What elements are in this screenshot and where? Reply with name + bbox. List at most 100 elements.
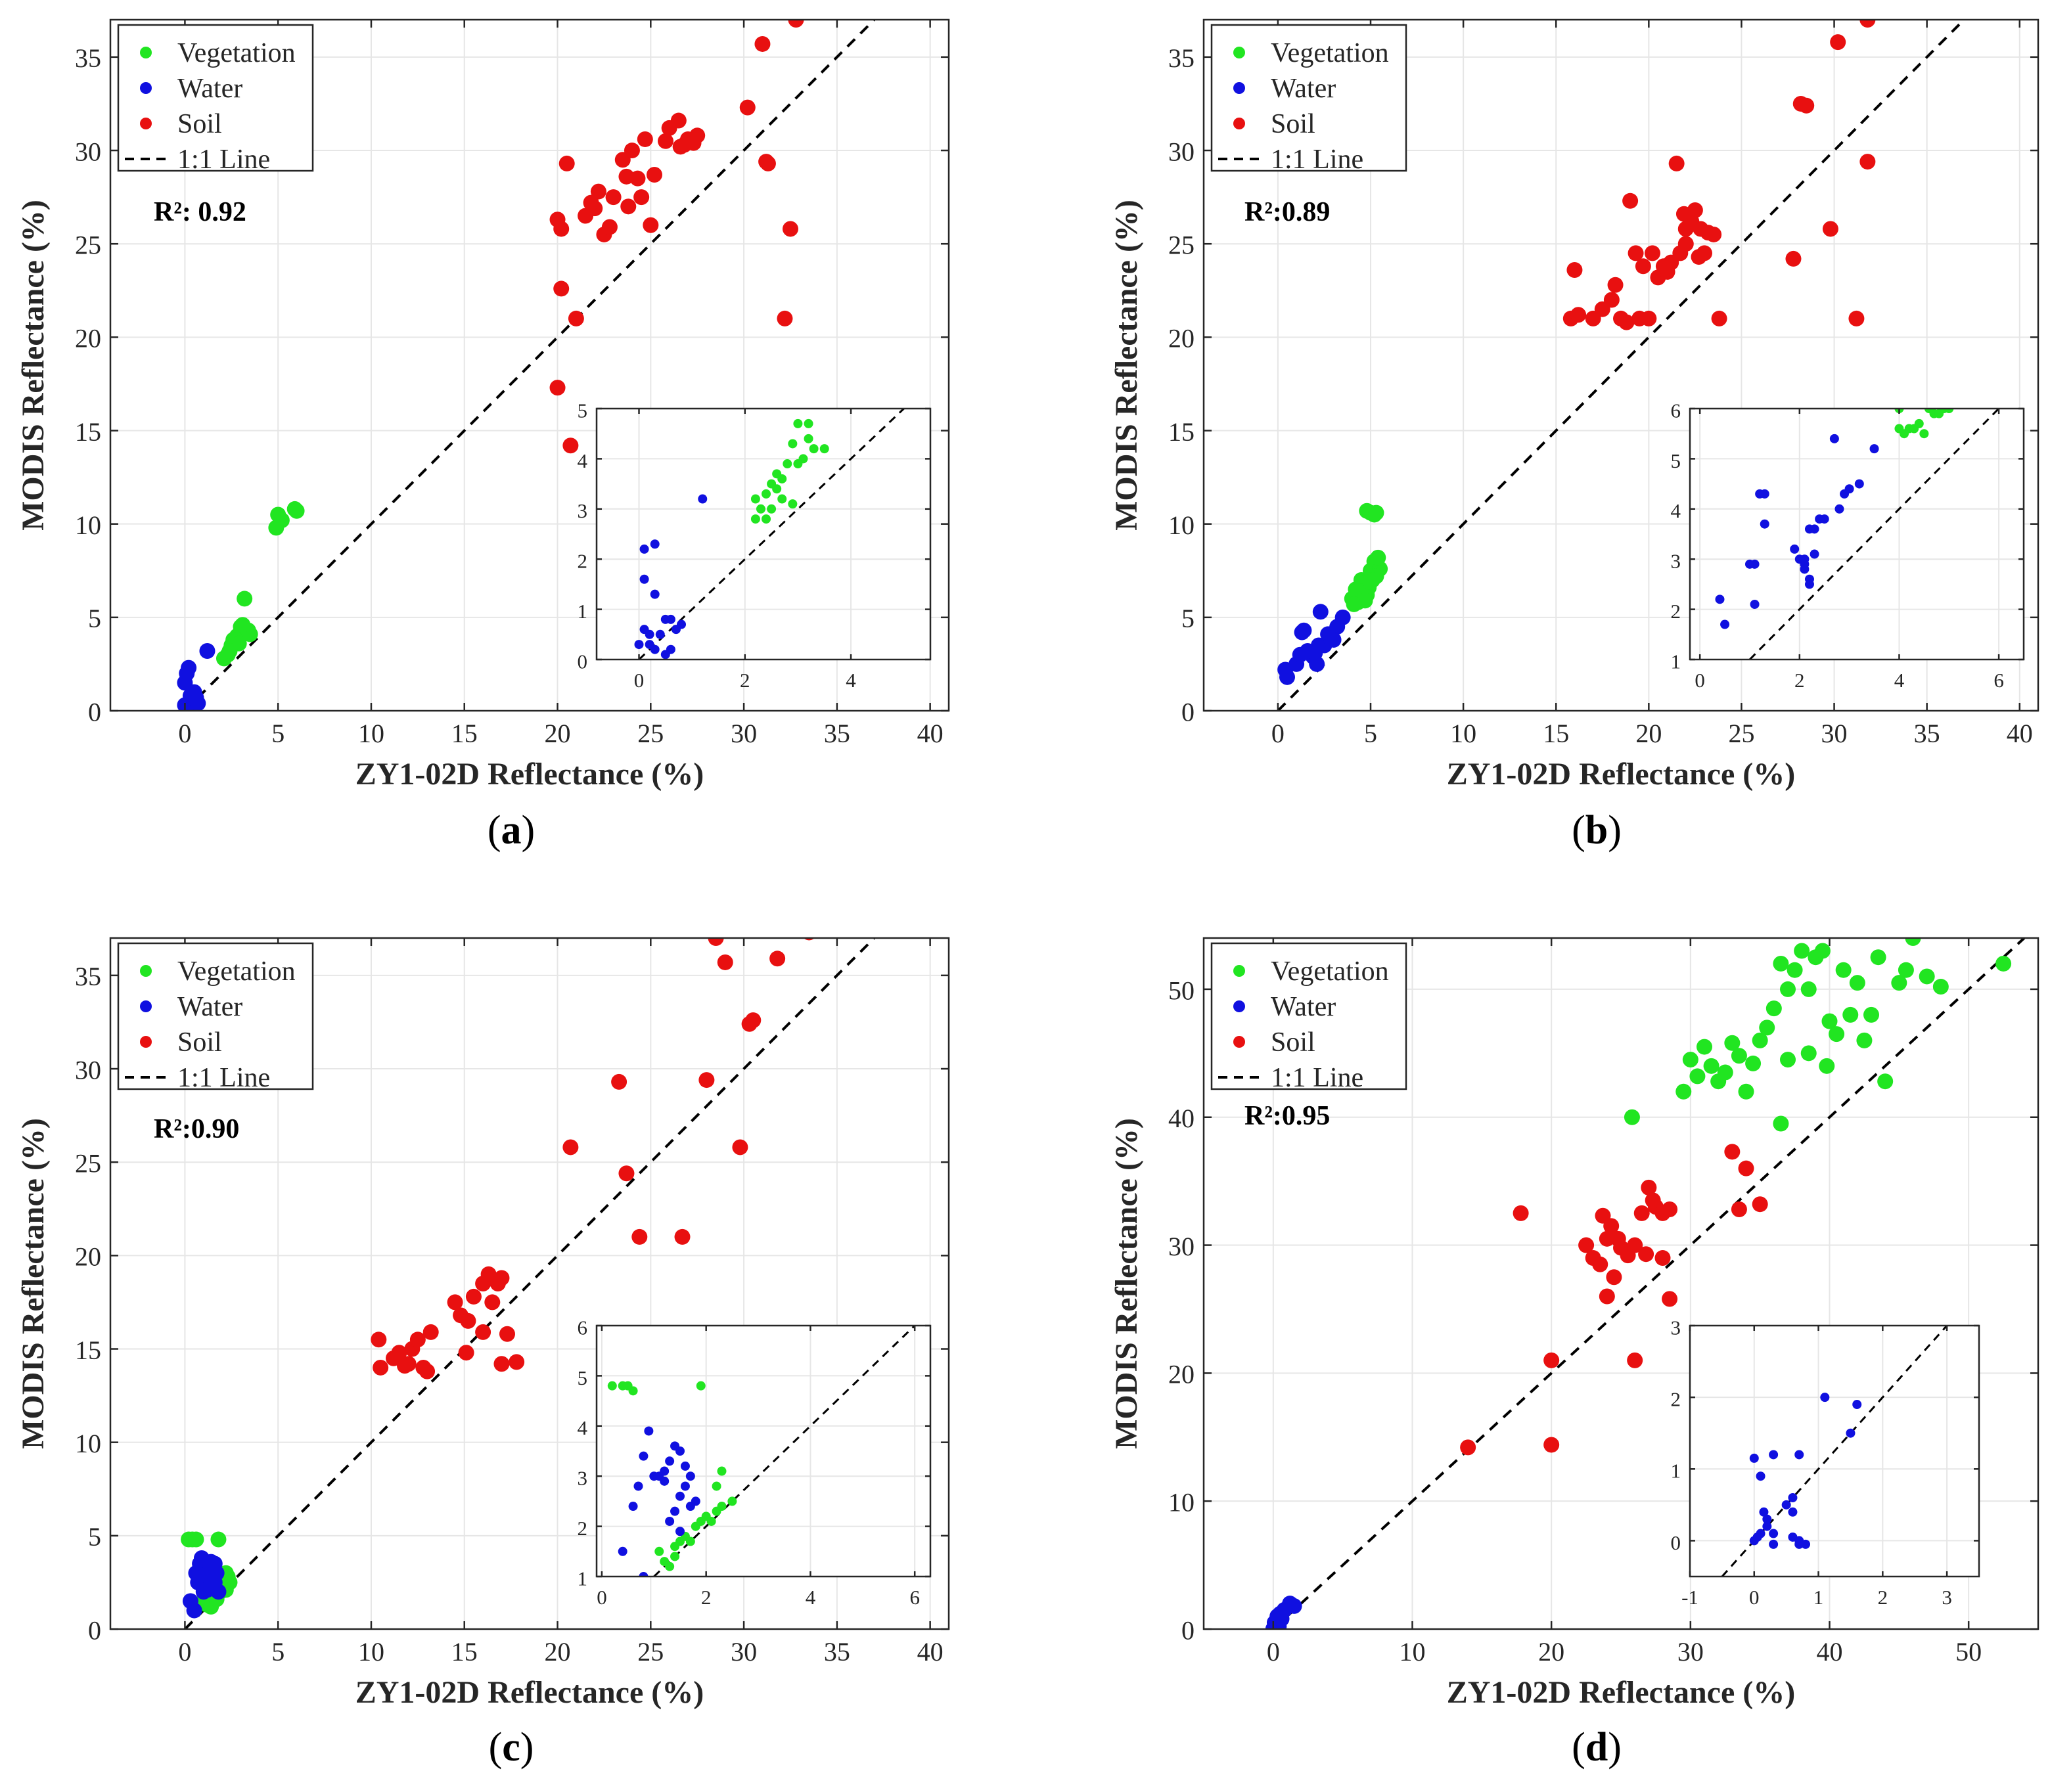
panel-d-point-vegetation	[1821, 1013, 1838, 1029]
panel-a-inset-one-to-one-line	[638, 409, 905, 660]
panel-d-frame	[1202, 937, 2039, 1630]
panel-d-point-vegetation	[1765, 1000, 1782, 1017]
panel-c-inset-point-vegetation	[607, 1381, 617, 1391]
panel-c-point-soil	[419, 1363, 436, 1379]
panel-c-ytick-label: 5	[88, 1522, 101, 1552]
panel-d-point-soil	[1662, 1201, 1678, 1218]
panel-a-ylabel: MODIS Reflectance (%)	[16, 200, 51, 531]
panel-a-inset-ytick-label: 3	[578, 499, 588, 522]
panel-b-series-vegetation	[1344, 503, 1388, 612]
panel-a-ytick-label: 0	[88, 697, 101, 727]
panel-c-inset-point-water	[618, 1546, 627, 1556]
panel-a-inset-point-vegetation	[756, 504, 765, 514]
panel-d-ylabel: MODIS Reflectance (%)	[1109, 1118, 1144, 1449]
panel-a-inset-point-vegetation	[750, 514, 760, 524]
panel-b-ytick-label: 10	[1168, 510, 1195, 540]
panel-a-inset-point-water	[650, 589, 660, 599]
panel-a-inset-point-water	[634, 640, 644, 650]
panel-b-point-soil	[1622, 192, 1639, 209]
panel-b-point-vegetation	[1363, 573, 1378, 590]
panel-b-legend-label-vegetation: Vegetation	[1271, 38, 1389, 68]
panel-a-legend-label-soil: Soil	[177, 109, 222, 139]
panel-d-point-vegetation	[1794, 943, 1810, 959]
panel-c-xtick-label: 30	[731, 1637, 757, 1667]
panel-c-point-soil	[732, 1139, 748, 1155]
panel-b-ytick-label: 5	[1181, 604, 1195, 633]
panel-d-point-vegetation	[1773, 1115, 1789, 1132]
panel-c-xtick-label: 10	[358, 1637, 384, 1667]
panel-d-point-soil	[1638, 1246, 1654, 1263]
panel-c-inset-point-vegetation	[717, 1466, 727, 1476]
panel-c-point-soil	[409, 1332, 426, 1348]
panel-c-inset-point-water	[639, 1572, 649, 1577]
panel-d-inset-point-water	[1769, 1529, 1779, 1538]
panel-a-inset-series-water	[634, 494, 708, 660]
panel-d-point-soil	[1543, 1352, 1560, 1368]
panel-d-inset-point-water	[1788, 1507, 1798, 1517]
panel-b-point-soil	[1655, 258, 1672, 275]
panel-d-ytick-label: 30	[1168, 1232, 1195, 1261]
panel-b-point-soil	[1628, 245, 1644, 261]
panel-c-ytick-label: 15	[75, 1335, 101, 1365]
panel-b-inset-xtick-label: 0	[1695, 669, 1705, 692]
panel-b-inset-point-water	[1854, 479, 1864, 489]
panel-a-inset-point-water	[677, 619, 687, 629]
panel-d-inset-point-water	[1769, 1450, 1779, 1460]
panel-a-frame	[109, 18, 950, 712]
panel-a-inset-point-vegetation	[762, 514, 771, 524]
panel-b-inset-point-water	[1750, 559, 1760, 569]
panel-d-point-soil	[1627, 1237, 1643, 1253]
panel-c-inset-ytick-label: 3	[578, 1467, 588, 1490]
panel-a-inset: 0 2 4 0 1 2 3 4 5	[578, 399, 932, 692]
panel-b-point-soil	[1859, 154, 1876, 170]
panel-a-inset-point-vegetation	[750, 494, 760, 504]
panel-a-inset-ytick-label: 0	[578, 650, 588, 673]
panel-a-point-soil	[618, 168, 635, 185]
panel-b-point-soil	[1566, 261, 1583, 278]
panel-b-xtick-label: 25	[1728, 719, 1754, 748]
panel-b-xtick-label: 40	[2007, 719, 2033, 748]
panel-c-inset-point-vegetation	[623, 1381, 633, 1391]
panel-b-ytick-label: 25	[1168, 231, 1195, 260]
panel-b-legend: Vegetation Water Soil 1:1 Line	[1210, 24, 1407, 175]
panel-a-legend-label-vegetation: Vegetation	[177, 38, 296, 68]
panel-d-point-soil	[1610, 1230, 1626, 1247]
panel-b-point-soil	[1607, 277, 1624, 293]
panel-d-xtick-label: 30	[1677, 1637, 1704, 1667]
panel-b-point-vegetation	[1370, 549, 1386, 566]
panel-c-point-water	[192, 1567, 208, 1583]
panel-c-inset-ytick-label: 4	[578, 1416, 588, 1439]
panel-c-inset-point-water	[665, 1516, 675, 1526]
panel-c-inset-ytick-label: 2	[578, 1517, 588, 1540]
panel-d-ytick-label: 50	[1168, 975, 1195, 1005]
panel-d-point-vegetation	[1745, 1055, 1762, 1071]
panel-d-legend-label-1-1-line: 1:1 Line	[1271, 1063, 1363, 1093]
panel-b-xtick-label: 15	[1543, 719, 1569, 748]
panel-a-ytick-label: 35	[75, 43, 101, 73]
panel-d-point-vegetation	[1800, 1045, 1817, 1062]
panel-a-inset-point-water	[650, 539, 660, 549]
panel-c-inset-point-water	[639, 1451, 649, 1461]
panel-d-point-vegetation	[1814, 943, 1831, 959]
panel-c-point-soil	[741, 1016, 758, 1032]
panel-a-inset-series-vegetation	[750, 418, 829, 524]
panel-a-inset-point-water	[698, 494, 708, 504]
panel-d-inset-point-water	[1794, 1450, 1804, 1460]
panel-c-frame	[109, 937, 950, 1630]
panel-b-point-soil	[1631, 310, 1648, 326]
panel-d-point-vegetation	[1932, 979, 1949, 995]
panel-d-point-soil	[1724, 1144, 1741, 1160]
panel-a-xtick-label: 25	[637, 719, 664, 748]
panel-d-point-water	[1271, 1619, 1287, 1629]
panel-c-point-soil	[562, 1139, 579, 1155]
panel-d-point-soil	[1731, 1201, 1747, 1218]
panel-b-inset-point-vegetation	[1914, 418, 1924, 428]
panel-d-point-vegetation	[1724, 1035, 1741, 1051]
panel-d-point-vegetation	[1780, 1052, 1796, 1068]
panel-d-point-soil	[1627, 1352, 1643, 1368]
panel-c-inset-frame	[595, 1324, 932, 1578]
panel-d-point-soil	[1578, 1237, 1595, 1253]
panel-b-inset-point-water	[1819, 514, 1829, 524]
panel-d-point-vegetation	[1905, 938, 1921, 946]
